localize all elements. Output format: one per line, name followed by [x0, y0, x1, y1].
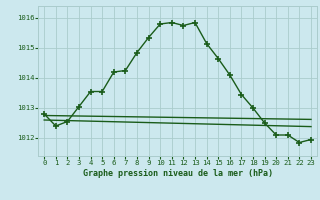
X-axis label: Graphe pression niveau de la mer (hPa): Graphe pression niveau de la mer (hPa) — [83, 169, 273, 178]
